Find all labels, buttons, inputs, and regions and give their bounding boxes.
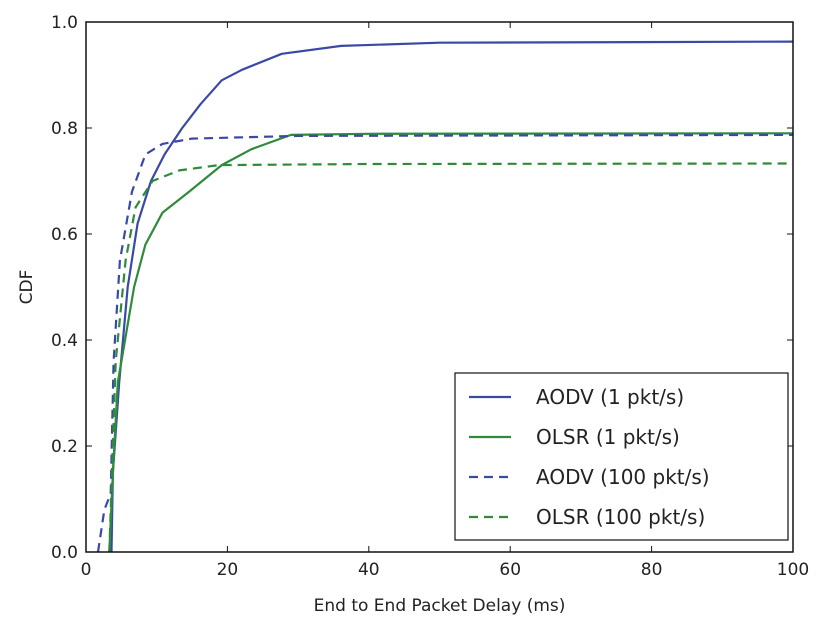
y-tick-label: 0.0 [51,543,78,563]
y-tick-label: 1.0 [51,13,78,33]
legend: AODV (1 pkt/s) OLSR (1 pkt/s) AODV (100 pk… [454,372,789,541]
y-axis-label: CDF [17,270,37,305]
x-tick-label: 60 [499,560,521,580]
y-tick-label: 0.2 [51,437,78,457]
series-line-2 [96,133,794,553]
x-tick-label: 100 [777,560,809,580]
series-line-1 [108,132,794,553]
y-tick-label: 0.4 [51,331,78,351]
plot-frame [85,21,794,553]
series-line-3 [108,162,794,553]
legend-label-3: OLSR (100 pkt/s) [536,505,705,529]
y-tick-label: 0.8 [51,119,78,139]
x-tick-label: 80 [641,560,663,580]
axis-ticks: 0 20 40 60 80 100 0.0 0.2 0.4 0.6 0.8 1.0 [51,13,809,580]
x-axis-label: End to End Packet Delay (ms) [314,596,566,616]
series-lines [96,40,794,553]
legend-label-1: OLSR (1 pkt/s) [536,425,680,449]
legend-label-0: AODV (1 pkt/s) [536,385,684,409]
y-tick-label: 0.6 [51,225,78,245]
legend-box [454,372,789,541]
x-tick-label: 20 [217,560,239,580]
series-line-0 [110,40,794,553]
x-tick-label: 0 [81,560,92,580]
x-tick-label: 40 [358,560,380,580]
legend-label-2: AODV (100 pkt/s) [536,465,710,489]
